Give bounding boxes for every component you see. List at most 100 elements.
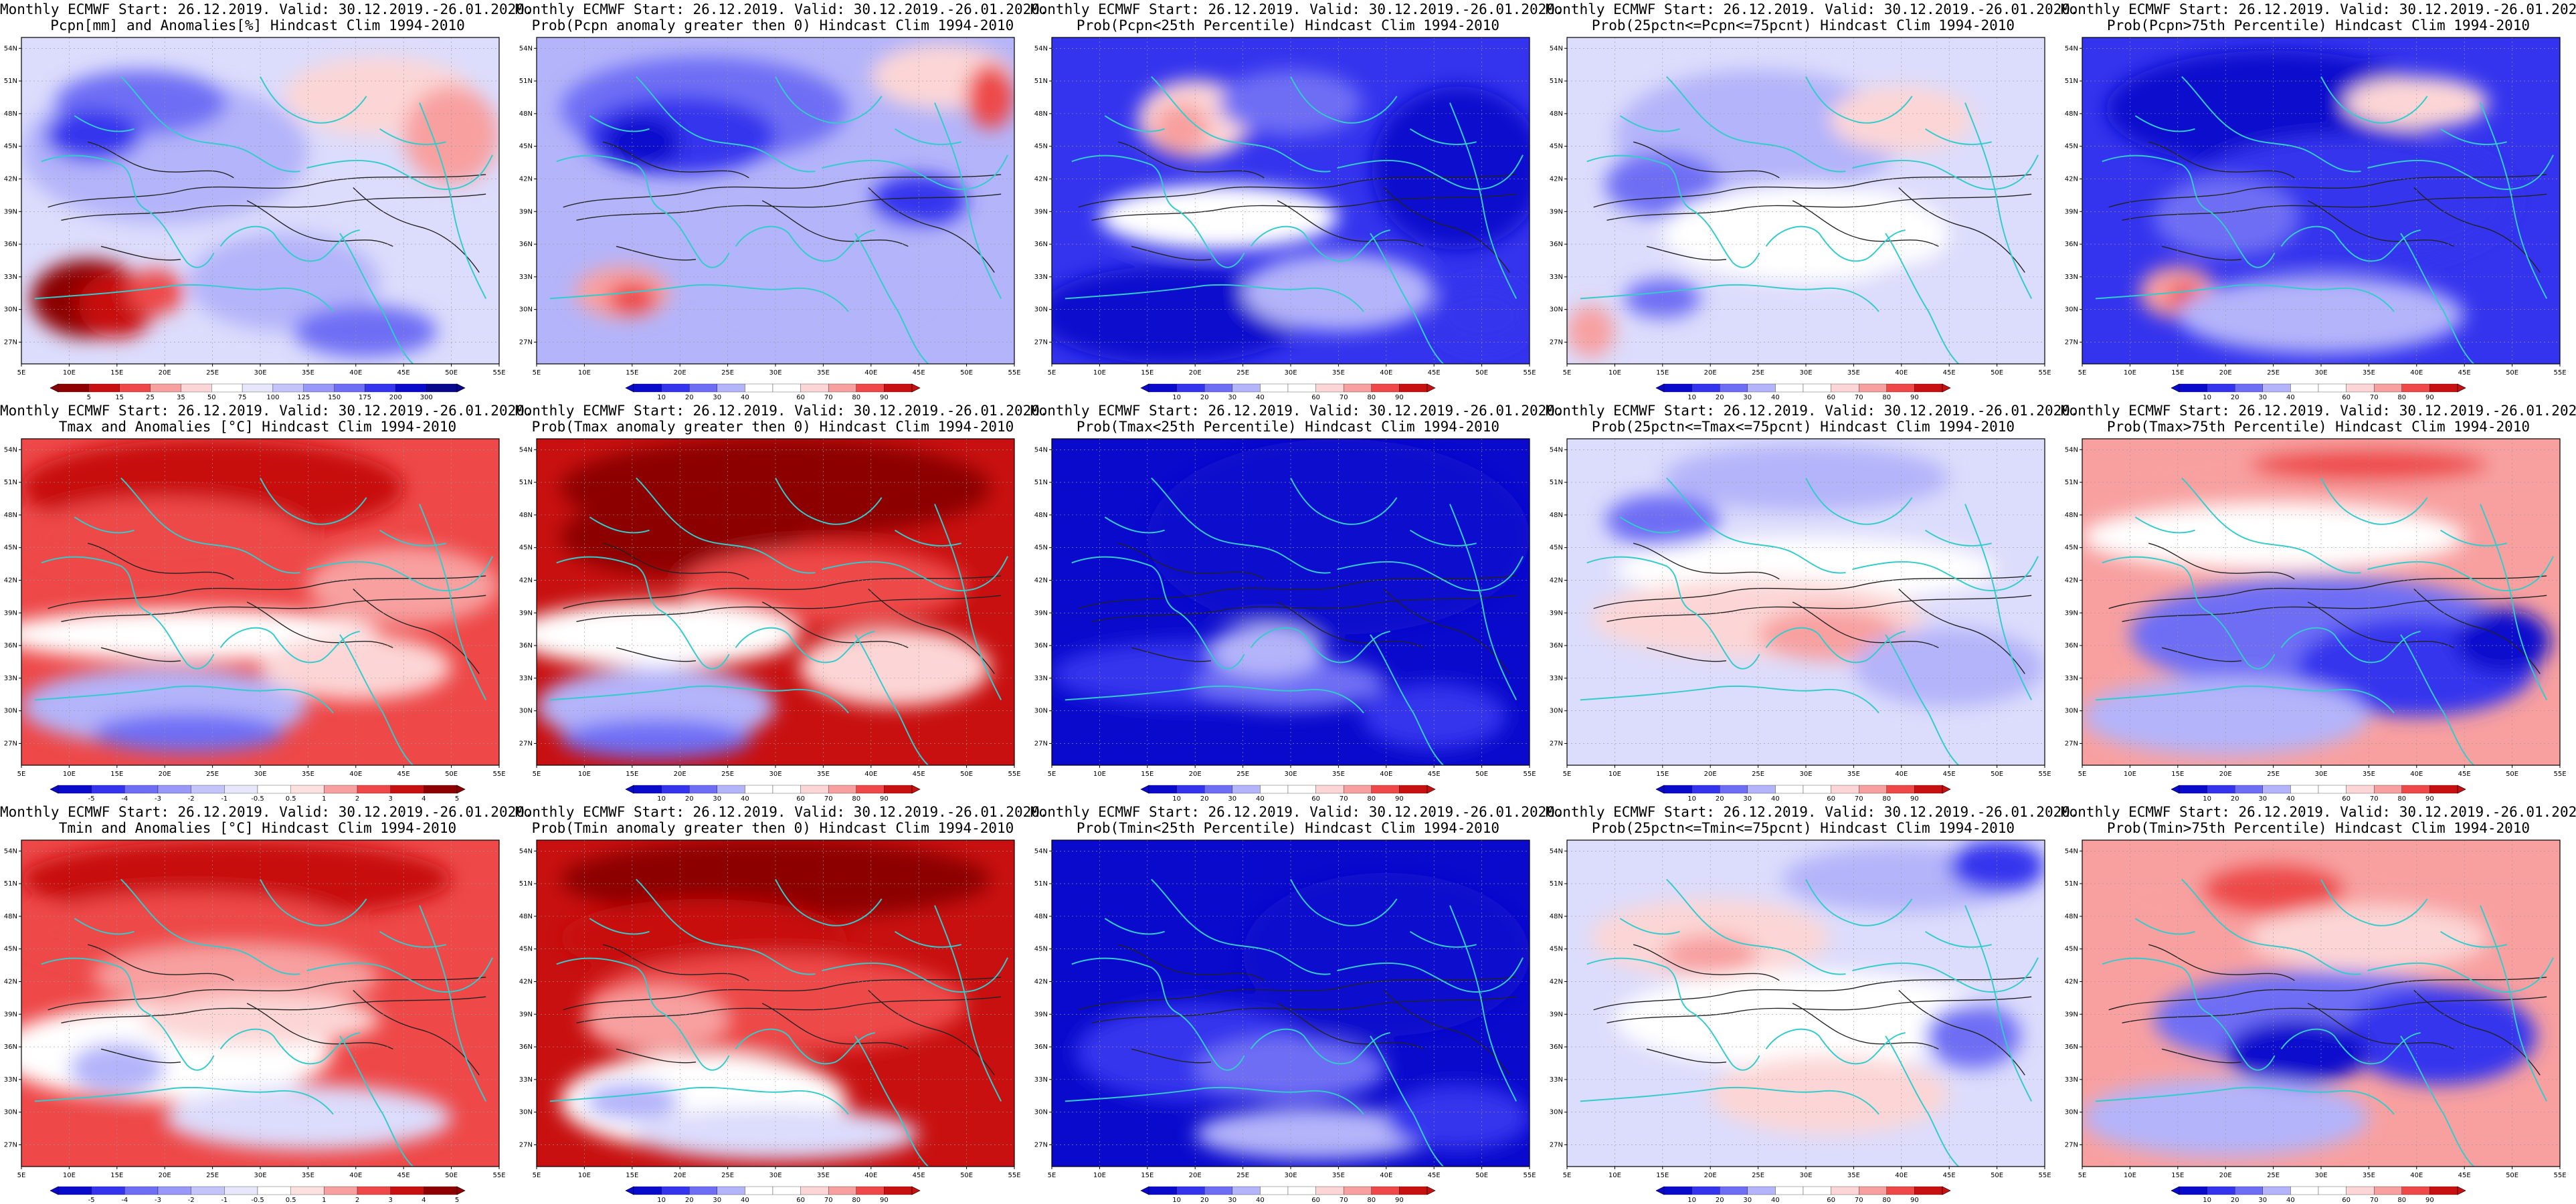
colorbar-swatch: [2179, 785, 2207, 794]
lat-tick-label: 27N: [1550, 1141, 1563, 1148]
lat-tick-label: 54N: [1550, 847, 1563, 855]
lon-tick-label: 45E: [2458, 369, 2471, 377]
lon-tick-label: 5E: [17, 1172, 26, 1179]
lon-tick-label: 55E: [1523, 369, 1536, 377]
colorbar-label: 30: [1743, 394, 1752, 401]
colorbar-swatch: [2374, 383, 2402, 393]
colorbar-swatch: [357, 785, 391, 794]
colorbar: -5 -4 -3 -2 -1 -0.5 0.5 1 2 3 4 5: [50, 1186, 466, 1204]
lon-tick-label: 45E: [397, 369, 410, 377]
map-plot: 27N 30N 33N 36N 39N 42N 45N 48N 51N 54N 5E 10E 15E 20…: [1034, 37, 1536, 377]
colorbar-label: -2: [188, 795, 195, 803]
colorbar-swatch: [689, 785, 717, 794]
field-blob: [293, 305, 438, 358]
lat-tick-label: 51N: [1550, 479, 1563, 486]
lat-tick-label: 36N: [1550, 642, 1563, 649]
colorbar-swatch: [58, 785, 92, 794]
lat-tick-label: 45N: [1550, 544, 1563, 552]
lon-tick-label: 30E: [769, 369, 781, 377]
field-blob: [1243, 872, 1530, 1036]
colorbar-swatch: [1803, 1186, 1831, 1195]
lat-tick-label: 33N: [2065, 675, 2078, 682]
colorbar: 10 20 30 40 60 70 80 90: [1655, 383, 1951, 401]
lon-tick-label: 10E: [63, 771, 76, 778]
colorbar-swatch: [91, 1186, 125, 1195]
colorbar-label: -1: [221, 795, 227, 803]
colorbar-label: 40: [2286, 1197, 2295, 1204]
lat-tick-label: 33N: [2065, 1076, 2078, 1084]
lon-tick-label: 30E: [1284, 1172, 1297, 1179]
colorbar-label: 30: [713, 394, 721, 401]
lat-tick-label: 45N: [1034, 544, 1048, 552]
colorbar-label: 70: [1855, 795, 1863, 803]
colorbar-swatch: [191, 1186, 225, 1195]
lon-tick-label: 40E: [864, 771, 877, 778]
lat-tick-label: 54N: [4, 847, 17, 855]
lon-tick-label: 10E: [1608, 369, 1621, 377]
field-blob: [1925, 1003, 2021, 1069]
lon-tick-label: 30E: [254, 1172, 266, 1179]
colorbar-swatch: [1371, 785, 1400, 794]
colorbar-swatch: [426, 383, 458, 393]
map-plot: 27N 30N 33N 36N 39N 42N 45N 48N 51N 54N 5E 10E 15E 20…: [1034, 839, 1536, 1179]
lat-tick-label: 36N: [519, 1043, 533, 1051]
lon-tick-label: 30E: [1799, 369, 1812, 377]
colorbar-label: 70: [2370, 1197, 2379, 1204]
lon-tick-label: 40E: [1895, 771, 1908, 778]
colorbar-label: 1: [322, 795, 326, 803]
colorbar-swatch: [1204, 383, 1232, 393]
lat-tick-label: 45N: [519, 143, 533, 150]
lon-tick-label: 10E: [1093, 1172, 1106, 1179]
map-panel-p8: Monthly ECMWF Start: 26.12.2019. Valid: …: [1546, 401, 2079, 803]
colorbar: -5 -4 -3 -2 -1 -0.5 0.5 1 2 3 4 5: [50, 785, 466, 803]
colorbar-label: 1: [322, 1197, 326, 1204]
lat-tick-label: 48N: [1550, 512, 1563, 519]
colorbar-swatch: [2207, 785, 2235, 794]
colorbar-swatch: [88, 383, 120, 393]
colorbar-swatch: [211, 383, 243, 393]
lon-tick-label: 25E: [1752, 1172, 1764, 1179]
panel-title-line1: Monthly ECMWF Start: 26.12.2019. Valid: …: [2061, 1, 2576, 17]
lat-tick-label: 33N: [1550, 675, 1563, 682]
colorbar-label: 20: [2231, 795, 2239, 803]
colorbar-label: 60: [1827, 795, 1835, 803]
lon-tick-label: 35E: [817, 369, 830, 377]
lon-tick-label: 45E: [1943, 1172, 1956, 1179]
lon-tick-label: 20E: [1704, 771, 1717, 778]
colorbar-label: 4: [422, 795, 426, 803]
lat-tick-label: 45N: [1034, 143, 1048, 150]
field-blob: [603, 116, 680, 169]
lat-tick-label: 54N: [519, 847, 533, 855]
colorbar-label: 125: [297, 394, 310, 401]
panel-title-line2: Prob(25pctn<=Tmax<=75pcnt) Hindcast Clim…: [1591, 419, 2015, 435]
lon-tick-label: 15E: [110, 1172, 123, 1179]
lon-tick-label: 45E: [2458, 771, 2471, 778]
colorbar-label: 50: [207, 394, 216, 401]
colorbar-swatch: [2262, 1186, 2291, 1195]
colorbar-label: 80: [852, 1197, 860, 1204]
colorbar-swatch: [1204, 1186, 1232, 1195]
field-blob: [2454, 608, 2551, 674]
colorbar-swatch: [1663, 785, 1692, 794]
colorbar-swatch: [1287, 1186, 1316, 1195]
panel-title-line1: Monthly ECMWF Start: 26.12.2019. Valid: …: [515, 1, 1048, 17]
lat-tick-label: 51N: [1034, 479, 1048, 486]
lon-tick-label: 50E: [1475, 1172, 1488, 1179]
colorbar-swatch: [357, 1186, 391, 1195]
lon-tick-label: 15E: [1141, 771, 1154, 778]
lon-tick-label: 20E: [1704, 369, 1717, 377]
colorbar-label: 40: [1256, 1197, 1265, 1204]
lon-tick-label: 45E: [1943, 771, 1956, 778]
colorbar-swatch: [1831, 383, 1859, 393]
lat-tick-label: 27N: [1034, 1141, 1048, 1148]
lat-tick-label: 54N: [1034, 847, 1048, 855]
lat-tick-label: 51N: [4, 78, 17, 85]
colorbar-label: 40: [1771, 1197, 1780, 1204]
colorbar-label: 175: [359, 394, 371, 401]
lon-tick-label: 10E: [2124, 369, 2136, 377]
lat-tick-label: 42N: [1550, 978, 1563, 985]
lat-tick-label: 33N: [4, 1076, 17, 1084]
field-blob: [560, 719, 752, 759]
colorbar-label: 60: [796, 394, 805, 401]
lon-tick-label: 40E: [1380, 1172, 1392, 1179]
